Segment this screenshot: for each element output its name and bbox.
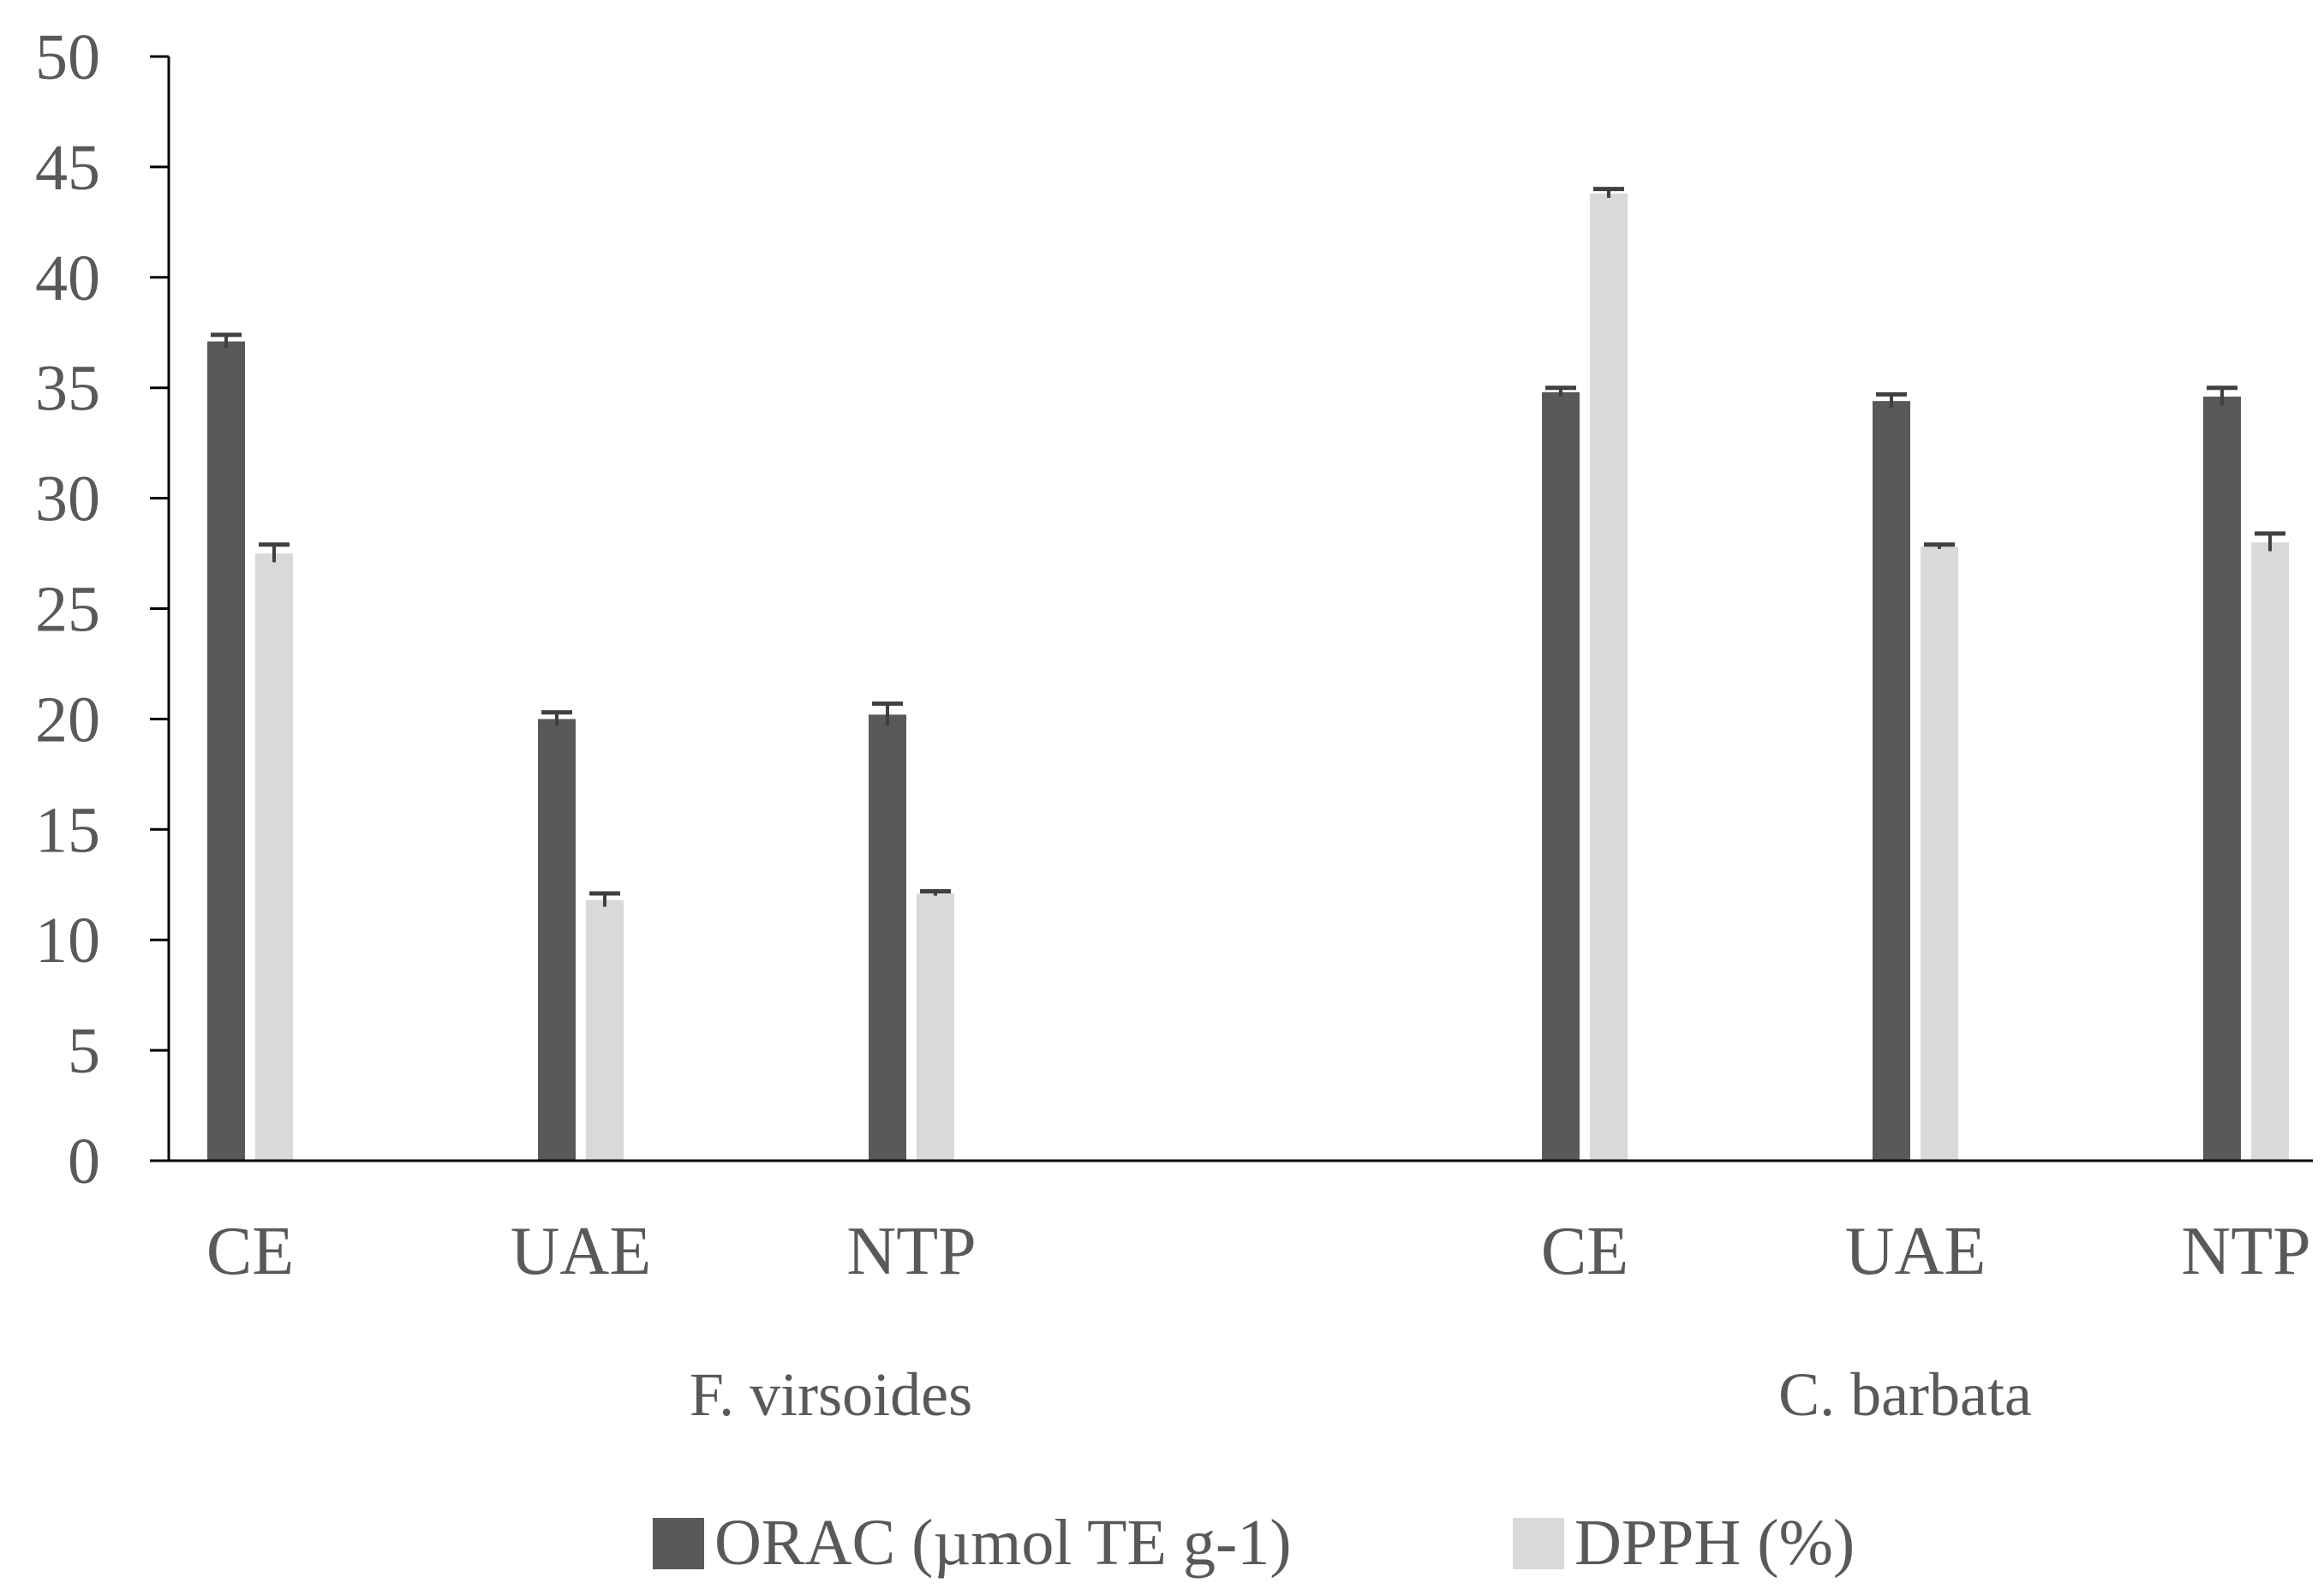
legend-label: ORAC (µmol TE g-1) — [714, 1507, 1292, 1579]
y-tick-label: 40 — [35, 242, 100, 314]
legend-label: DPPH (%) — [1574, 1507, 1855, 1579]
category-label: NTP — [846, 1214, 976, 1289]
bar-orac — [207, 341, 245, 1161]
y-tick-label: 45 — [35, 132, 100, 204]
y-tick-label: 20 — [35, 684, 100, 756]
group-label: F. virsoides — [690, 1360, 972, 1429]
bar-orac — [1542, 391, 1580, 1162]
y-tick-label: 15 — [35, 794, 100, 866]
error-bars — [211, 187, 2285, 907]
legend: ORAC (µmol TE g-1) DPPH (%) — [653, 1507, 1855, 1579]
legend-swatch — [653, 1518, 704, 1569]
y-tick-label: 10 — [35, 905, 100, 977]
legend-swatch — [1513, 1518, 1564, 1569]
bar-dpph — [255, 553, 293, 1161]
category-label: NTP — [2181, 1214, 2310, 1289]
bar-dpph — [1921, 547, 1958, 1161]
group-label: C. barbata — [1778, 1360, 2032, 1429]
y-tick-label: 35 — [35, 353, 100, 425]
bar-orac — [1873, 401, 1910, 1162]
category-label: CE — [206, 1214, 294, 1289]
y-tick-label: 30 — [35, 463, 100, 535]
axes — [150, 57, 2313, 1162]
category-label: UAE — [1845, 1214, 1986, 1289]
category-labels: CE UAE NTP CE UAE NTP — [206, 1214, 2311, 1289]
category-label: UAE — [511, 1214, 651, 1289]
bars — [207, 193, 2289, 1162]
y-axis-ticks: 0 5 10 15 20 25 30 35 40 45 50 — [35, 21, 169, 1198]
y-tick-label: 50 — [35, 21, 100, 93]
bar-dpph — [586, 899, 624, 1161]
bar-orac — [538, 719, 576, 1161]
group-labels: F. virsoides C. barbata — [690, 1360, 2032, 1429]
bar-orac — [2203, 397, 2241, 1162]
bar-dpph — [1590, 193, 1628, 1162]
y-tick-label: 0 — [68, 1126, 100, 1198]
y-tick-label: 5 — [68, 1015, 100, 1087]
bar-dpph — [2251, 542, 2289, 1161]
bar-dpph — [917, 893, 954, 1161]
y-tick-label: 25 — [35, 574, 100, 646]
bar-orac — [869, 714, 906, 1161]
category-label: CE — [1541, 1214, 1628, 1289]
